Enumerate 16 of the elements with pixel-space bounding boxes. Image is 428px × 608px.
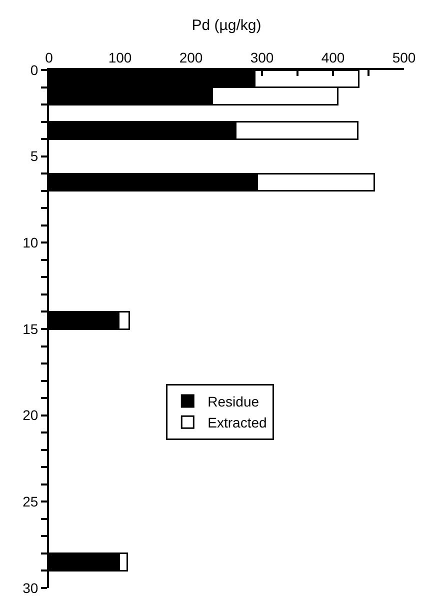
y-tick-label: 25: [22, 494, 38, 510]
y-tick-label: 15: [22, 320, 38, 337]
x-tick-label: 500: [392, 49, 416, 66]
x-tick-label: 300: [250, 49, 274, 66]
x-tick-label: 100: [108, 49, 132, 66]
legend-label: Extracted: [208, 414, 267, 431]
x-tick-label: 400: [321, 49, 345, 66]
y-tick-label: 20: [22, 407, 38, 424]
x-axis-title: Pd (µg/kg): [192, 17, 262, 34]
x-tick-label: 0: [45, 49, 54, 66]
y-tick-label: 30: [22, 580, 38, 596]
y-tick-label: 0: [30, 62, 38, 78]
legend-label: Residue: [208, 393, 260, 410]
y-tick-label: 5: [30, 148, 38, 164]
y-tick-label: 10: [22, 234, 38, 251]
x-tick-label: 200: [179, 49, 203, 66]
